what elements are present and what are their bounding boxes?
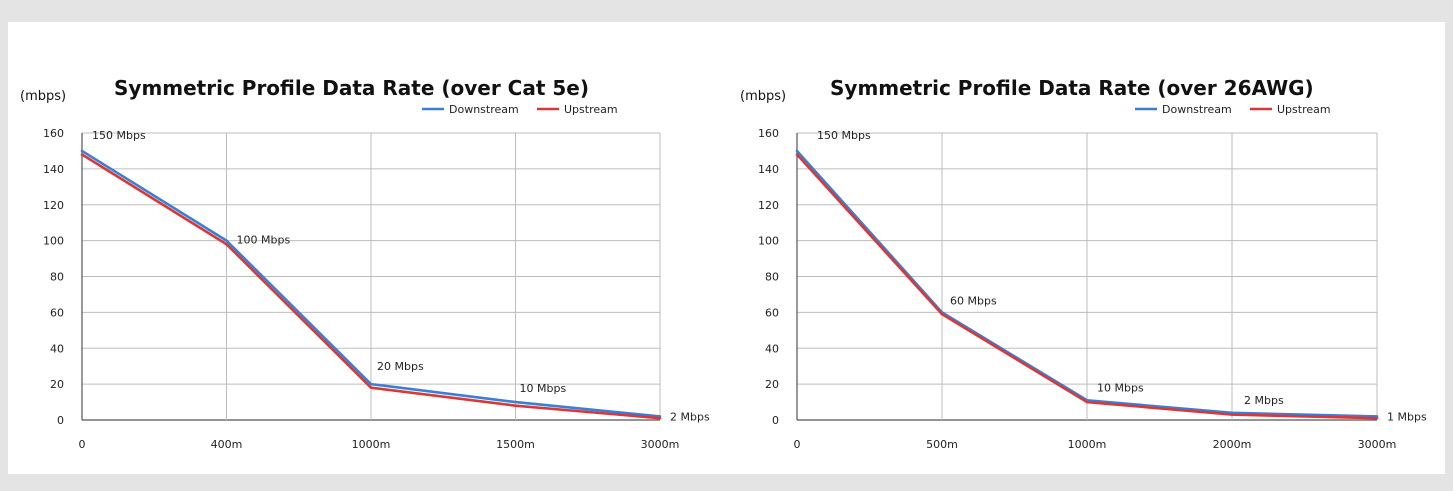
data-point-upstream: [940, 312, 944, 316]
x-tick-label: 0: [79, 438, 86, 451]
x-tick-label: 500m: [926, 438, 958, 451]
data-label: 20 Mbps: [377, 360, 424, 373]
y-tick-label: 20: [50, 378, 64, 391]
y-tick-label: 40: [50, 342, 64, 355]
chart-2: Symmetric Profile Data Rate (over 26AWG)…: [740, 76, 1427, 451]
y-tick-label: 60: [50, 306, 64, 319]
legend-label: Downstream: [449, 103, 519, 116]
data-point-downstream: [225, 239, 228, 242]
y-tick-label: 0: [772, 414, 779, 427]
y-tick-label: 160: [43, 127, 64, 140]
data-point-upstream: [1230, 413, 1234, 416]
data-point-upstream: [369, 386, 373, 390]
x-tick-label: 3000m: [1358, 438, 1397, 451]
data-label: 10 Mbps: [1097, 381, 1144, 394]
data-label: 150 Mbps: [92, 129, 146, 142]
x-tick-label: 1000m: [1068, 438, 1107, 451]
y-axis-unit-label: (mbps): [20, 89, 66, 104]
y-tick-label: 0: [57, 414, 64, 427]
data-point-downstream: [80, 149, 84, 153]
legend-label: Upstream: [564, 103, 618, 116]
data-label: 100 Mbps: [237, 234, 291, 247]
y-tick-label: 20: [765, 378, 779, 391]
y-axis-unit-label: (mbps): [740, 89, 786, 104]
data-label: 150 Mbps: [817, 129, 871, 142]
x-tick-label: 1500m: [496, 438, 535, 451]
x-tick-label: 2000m: [1213, 438, 1252, 451]
y-tick-label: 100: [43, 235, 64, 248]
data-label: 1 Mbps: [1387, 410, 1427, 423]
chart-title: Symmetric Profile Data Rate (over Cat 5e…: [114, 76, 589, 100]
x-tick-label: 400m: [211, 438, 243, 451]
y-tick-label: 140: [43, 163, 64, 176]
y-tick-label: 120: [43, 199, 64, 212]
data-point-upstream: [514, 404, 517, 407]
y-tick-label: 140: [758, 163, 779, 176]
charts-panel: [8, 22, 1445, 474]
data-point-upstream: [1085, 400, 1089, 404]
y-tick-label: 80: [765, 271, 779, 284]
data-label: 2 Mbps: [1244, 394, 1284, 407]
y-tick-label: 120: [758, 199, 779, 212]
legend-label: Downstream: [1162, 103, 1232, 116]
y-tick-label: 80: [50, 271, 64, 284]
data-label: 2 Mbps: [670, 410, 710, 423]
data-label: 10 Mbps: [520, 382, 567, 395]
y-tick-label: 160: [758, 127, 779, 140]
data-point-upstream: [795, 153, 799, 156]
data-point-upstream: [1375, 416, 1379, 420]
data-label: 60 Mbps: [950, 294, 997, 307]
x-tick-label: 0: [794, 438, 801, 451]
y-tick-label: 40: [765, 342, 779, 355]
x-tick-label: 1000m: [352, 438, 391, 451]
data-point-downstream: [514, 400, 517, 404]
data-point-downstream: [369, 382, 373, 386]
legend-label: Upstream: [1277, 103, 1331, 116]
data-point-upstream: [658, 416, 662, 420]
x-tick-label: 3000m: [641, 438, 680, 451]
data-point-upstream: [80, 153, 84, 156]
chart-title: Symmetric Profile Data Rate (over 26AWG): [830, 76, 1314, 100]
y-tick-label: 60: [765, 306, 779, 319]
y-tick-label: 100: [758, 235, 779, 248]
data-point-downstream: [795, 149, 799, 153]
chart-1: Symmetric Profile Data Rate (over Cat 5e…: [20, 76, 710, 451]
data-point-upstream: [225, 242, 228, 246]
